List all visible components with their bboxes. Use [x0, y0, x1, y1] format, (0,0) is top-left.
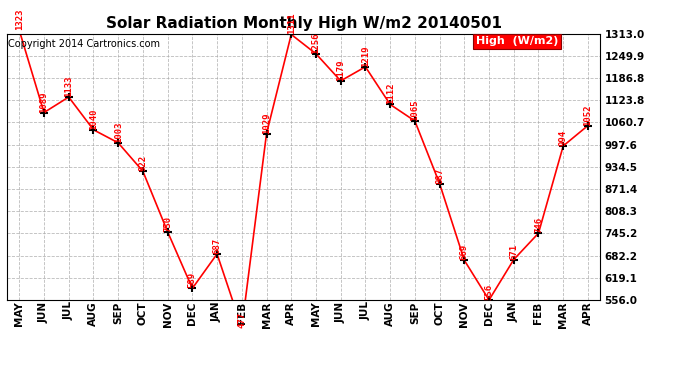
Text: 1219: 1219 — [361, 45, 370, 67]
Text: 671: 671 — [509, 243, 518, 260]
Text: 1065: 1065 — [411, 99, 420, 121]
Text: 477: 477 — [237, 312, 246, 328]
Text: 1311: 1311 — [287, 13, 296, 34]
Text: 1089: 1089 — [39, 91, 48, 112]
Text: 589: 589 — [188, 272, 197, 288]
Text: 687: 687 — [213, 238, 221, 254]
Text: High  (W/m2): High (W/m2) — [475, 36, 558, 46]
Text: 1112: 1112 — [386, 83, 395, 105]
Text: Copyright 2014 Cartronics.com: Copyright 2014 Cartronics.com — [8, 39, 160, 49]
Title: Solar Radiation Monthly High W/m2 20140501: Solar Radiation Monthly High W/m2 201405… — [106, 16, 502, 31]
Text: 556: 556 — [484, 284, 493, 300]
Text: 1133: 1133 — [64, 75, 73, 97]
Text: 1052: 1052 — [584, 104, 593, 126]
Text: 1323: 1323 — [14, 9, 23, 30]
Text: 994: 994 — [559, 130, 568, 146]
Text: 1040: 1040 — [89, 108, 98, 130]
Text: 922: 922 — [139, 155, 148, 171]
Text: 887: 887 — [435, 168, 444, 184]
Text: 1003: 1003 — [114, 121, 123, 143]
Text: 1029: 1029 — [262, 112, 271, 134]
Text: 669: 669 — [460, 244, 469, 260]
Text: 750: 750 — [163, 216, 172, 232]
Text: 746: 746 — [534, 217, 543, 233]
Text: 1256: 1256 — [311, 32, 320, 54]
Text: 1179: 1179 — [336, 59, 345, 81]
